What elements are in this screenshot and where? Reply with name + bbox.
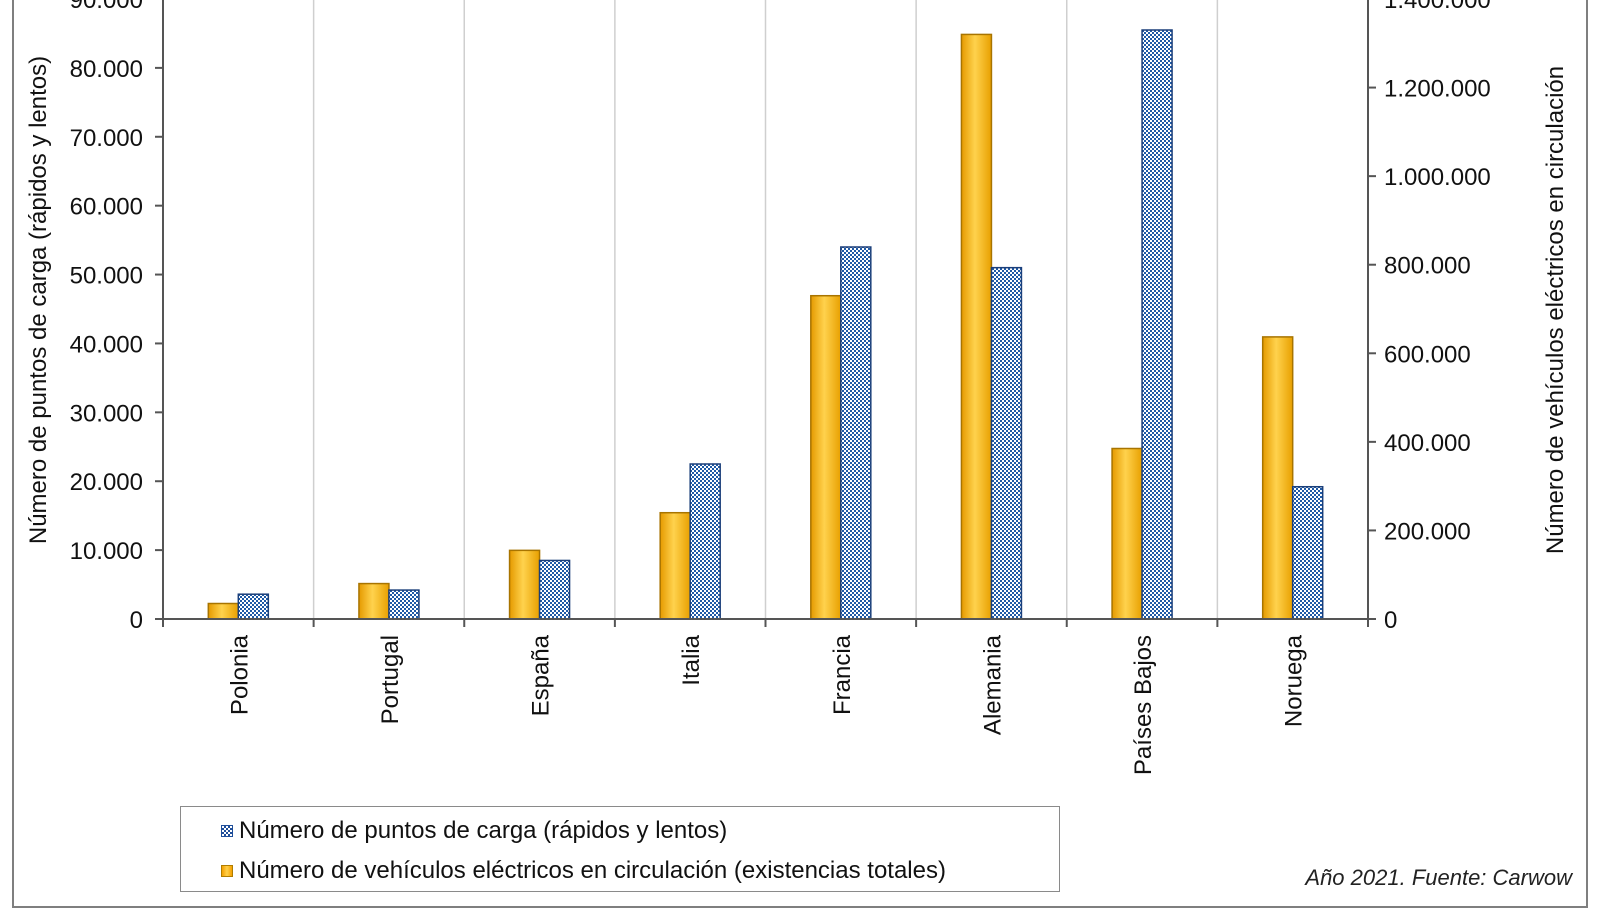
category-label: Polonia xyxy=(226,634,253,715)
category-label: España xyxy=(528,634,555,716)
category-label: Noruega xyxy=(1281,634,1308,727)
bar-electric-vehicles-francia xyxy=(810,294,842,620)
legend: Número de puntos de carga (rápidos y len… xyxy=(180,806,1060,892)
left-tick-label: 20.000 xyxy=(70,469,143,496)
legend-label-charging-points: Número de puntos de carga (rápidos y len… xyxy=(239,817,728,844)
bars xyxy=(207,29,1324,620)
left-tick-label: 50.000 xyxy=(70,263,143,290)
legend-label-electric-vehicles: Número de vehículos eléctricos en circul… xyxy=(239,857,946,884)
legend-swatch-blue xyxy=(221,825,233,837)
category-label: Alemania xyxy=(979,634,1006,735)
right-tick-label: 400.000 xyxy=(1384,430,1471,457)
left-tick-label: 0 xyxy=(130,607,143,634)
legend-item-electric-vehicles: Número de vehículos eléctricos en circul… xyxy=(221,857,946,885)
right-axis-title: Número de vehículos eléctricos en circul… xyxy=(1542,66,1569,554)
source-note: Año 2021. Fuente: Carwow xyxy=(1305,865,1572,890)
left-tick-label: 90.000 xyxy=(70,0,143,14)
left-tick-label: 10.000 xyxy=(70,538,143,565)
right-tick-label: 1.400.000 xyxy=(1384,0,1491,14)
legend-item-charging-points: Número de puntos de carga (rápidos y len… xyxy=(221,817,727,845)
right-tick-label: 1.200.000 xyxy=(1384,76,1491,103)
left-tick-label: 80.000 xyxy=(70,56,143,83)
legend-swatch-gold xyxy=(221,865,233,877)
gridlines xyxy=(312,0,1219,619)
category-label: Países Bajos xyxy=(1130,635,1157,775)
bar-charging-points-francia xyxy=(840,246,872,620)
left-tick-label: 40.000 xyxy=(70,331,143,358)
left-tick-label: 70.000 xyxy=(70,125,143,152)
left-axis-title: Número de puntos de carga (rápidos y len… xyxy=(25,56,52,544)
bar-charging-points-españa xyxy=(538,559,571,620)
bar-electric-vehicles-polonia xyxy=(207,602,240,620)
axes xyxy=(155,0,1376,627)
bar-charging-points-polonia xyxy=(237,593,270,620)
right-tick-label: 600.000 xyxy=(1384,341,1471,368)
left-tick-label: 60.000 xyxy=(70,194,143,221)
bar-charging-points-alemania xyxy=(990,266,1023,620)
bar-electric-vehicles-españa xyxy=(508,549,541,620)
bar-charging-points-noruega xyxy=(1291,485,1324,620)
bar-electric-vehicles-italia xyxy=(659,511,691,620)
category-label: Francia xyxy=(829,634,856,715)
right-tick-label: 0 xyxy=(1384,607,1397,634)
bar-electric-vehicles-alemania xyxy=(960,33,993,620)
bar-charging-points-italia xyxy=(689,463,721,620)
bar-charging-points-países-bajos xyxy=(1141,29,1173,620)
bar-charging-points-portugal xyxy=(388,589,420,620)
category-label: Italia xyxy=(678,634,705,685)
tick-labels: 0 10.000 20.000 30.000 40.000 50.000 60.000 70.… xyxy=(25,0,1569,775)
category-label: Portugal xyxy=(377,635,404,724)
left-tick-label: 30.000 xyxy=(70,400,143,427)
right-tick-label: 800.000 xyxy=(1384,253,1471,280)
right-tick-label: 200.000 xyxy=(1384,518,1471,545)
bar-electric-vehicles-países-bajos xyxy=(1111,447,1143,620)
bar-electric-vehicles-portugal xyxy=(358,582,390,620)
right-tick-label: 1.000.000 xyxy=(1384,164,1491,191)
bar-electric-vehicles-noruega xyxy=(1261,336,1294,620)
